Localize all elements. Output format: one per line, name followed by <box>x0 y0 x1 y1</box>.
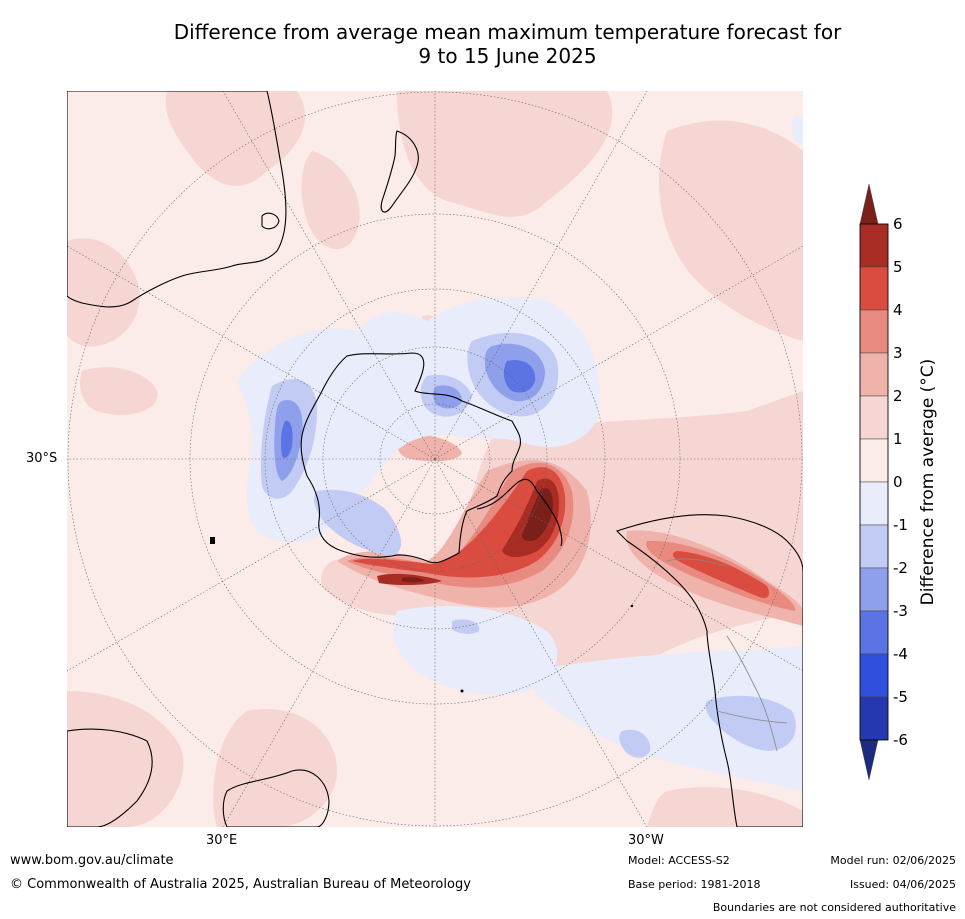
antarctic-peninsula-coastline <box>476 478 563 547</box>
model-run-text: Model run: 02/06/2025 <box>830 854 956 867</box>
colorbar-arrow-bottom <box>859 739 879 781</box>
colorbar-tick: -2 <box>893 559 908 577</box>
colorbar-tick: 2 <box>893 387 903 405</box>
colorbar-tick: -4 <box>893 645 908 663</box>
latitude-label-30s: 30°S <box>26 451 58 466</box>
colorbar-tick: 3 <box>893 344 903 362</box>
colorbar-tick: 0 <box>893 473 903 491</box>
colorbar-title: Difference from average (°C) <box>918 358 938 606</box>
colorbar-tick: 5 <box>893 258 903 276</box>
base-period-text: Base period: 1981-2018 <box>628 878 761 891</box>
longitude-label-30e: 30°E <box>206 833 238 848</box>
coastlines <box>67 91 803 827</box>
colorbar-bin-m6-m5 <box>859 696 889 741</box>
south-america-coastline <box>615 514 803 827</box>
colorbar-tick: -6 <box>893 731 908 749</box>
australia-coastline <box>67 91 287 308</box>
tasmania-coastline <box>261 212 280 230</box>
colorbar-bin-5-6 <box>859 223 889 268</box>
model-text: Model: ACCESS-S2 <box>628 854 730 867</box>
colorbar-bin-2-3 <box>859 352 889 397</box>
colorbar-bin-m3-m2 <box>859 567 889 612</box>
colorbar-bin-m4-m3 <box>859 610 889 655</box>
colorbar-bin-m5-m4 <box>859 653 889 698</box>
colorbar-tick: 6 <box>893 215 903 233</box>
chart-title: Difference from average mean maximum tem… <box>60 20 955 68</box>
madagascar-coastline <box>222 769 330 827</box>
colorbar-tick: 1 <box>893 430 903 448</box>
colorbar-bin-m1-0 <box>859 481 889 526</box>
title-line-2: 9 to 15 June 2025 <box>418 44 597 68</box>
copyright-text: © Commonwealth of Australia 2025, Austra… <box>10 877 471 892</box>
colorbar-bin-m2-m1 <box>859 524 889 569</box>
colorbar-tick: -3 <box>893 602 908 620</box>
colorbar <box>859 183 889 781</box>
antarctica-coastline <box>300 352 521 564</box>
title-line-1: Difference from average mean maximum tem… <box>173 20 842 44</box>
colorbar-bin-0-1 <box>859 438 889 483</box>
islands <box>210 537 634 693</box>
graticule <box>67 91 803 827</box>
colorbar-arrow-top <box>859 183 879 225</box>
colorbar-bin-1-2 <box>859 395 889 440</box>
temperature-anomaly-map <box>67 91 803 827</box>
boundaries <box>666 558 788 752</box>
colorbar-bin-3-4 <box>859 309 889 354</box>
anomaly-field-m4-m3 <box>281 360 536 458</box>
colorbar-tick: -1 <box>893 516 908 534</box>
disclaimer-text: Boundaries are not considered authoritat… <box>712 901 956 914</box>
longitude-label-30w: 30°W <box>628 833 664 848</box>
colorbar-tick: -5 <box>893 688 908 706</box>
website-link[interactable]: www.bom.gov.au/climate <box>10 853 174 868</box>
issued-text: Issued: 04/06/2025 <box>849 878 956 891</box>
colorbar-tick: 4 <box>893 301 903 319</box>
new-zealand-coastline <box>380 130 419 213</box>
colorbar-bin-4-5 <box>859 266 889 311</box>
africa-coastline <box>67 728 153 827</box>
